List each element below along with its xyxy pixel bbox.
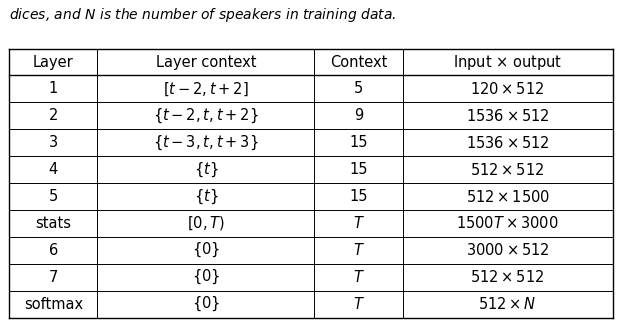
Text: $\{t-2,t,t+2\}$: $\{t-2,t,t+2\}$ [153, 107, 259, 125]
Text: 9: 9 [354, 108, 363, 123]
Text: Context: Context [330, 54, 387, 70]
Text: 5: 5 [354, 81, 363, 97]
Text: 5: 5 [49, 189, 58, 204]
Text: 1: 1 [49, 81, 58, 97]
Text: 7: 7 [49, 270, 58, 285]
Text: Layer: Layer [33, 54, 74, 70]
Text: $512 \times 512$: $512 \times 512$ [470, 162, 545, 178]
Text: $1536 \times 512$: $1536 \times 512$ [466, 135, 549, 151]
Text: $\{0\}$: $\{0\}$ [192, 241, 220, 260]
Text: $\{0\}$: $\{0\}$ [192, 295, 220, 313]
Text: $1536 \times 512$: $1536 \times 512$ [466, 108, 549, 124]
Text: 4: 4 [49, 162, 58, 177]
Text: $512 \times 1500$: $512 \times 1500$ [465, 189, 550, 204]
Text: 15: 15 [349, 135, 368, 150]
Text: $[t-2,t+2]$: $[t-2,t+2]$ [163, 80, 249, 98]
Text: dices, and $N$ is the number of speakers in training data.: dices, and $N$ is the number of speakers… [9, 6, 397, 25]
Text: $\{0\}$: $\{0\}$ [192, 268, 220, 286]
Text: $T$: $T$ [353, 215, 364, 231]
Text: $T$: $T$ [353, 242, 364, 258]
Text: 3: 3 [49, 135, 58, 150]
Text: stats: stats [35, 216, 72, 231]
Text: $120 \times 512$: $120 \times 512$ [470, 81, 545, 97]
Text: $\{t\}$: $\{t\}$ [193, 160, 218, 179]
Text: $3000 \times 512$: $3000 \times 512$ [466, 242, 549, 258]
Text: $T$: $T$ [353, 269, 364, 285]
Text: Input $\times$ output: Input $\times$ output [453, 52, 562, 72]
Text: 6: 6 [49, 243, 58, 258]
Text: $\{t-3,t,t+3\}$: $\{t-3,t,t+3\}$ [153, 133, 259, 152]
Text: $T$: $T$ [353, 296, 364, 312]
Text: $\{t\}$: $\{t\}$ [193, 187, 218, 206]
Text: $[0,T)$: $[0,T)$ [187, 214, 225, 232]
Text: Layer context: Layer context [156, 54, 256, 70]
Text: $512 \times N$: $512 \times N$ [478, 296, 537, 312]
Text: 15: 15 [349, 189, 368, 204]
Text: 2: 2 [49, 108, 58, 123]
Text: softmax: softmax [24, 296, 83, 312]
Text: $1500T \times 3000$: $1500T \times 3000$ [457, 215, 559, 231]
Text: 15: 15 [349, 162, 368, 177]
Text: $512 \times 512$: $512 \times 512$ [470, 269, 545, 285]
